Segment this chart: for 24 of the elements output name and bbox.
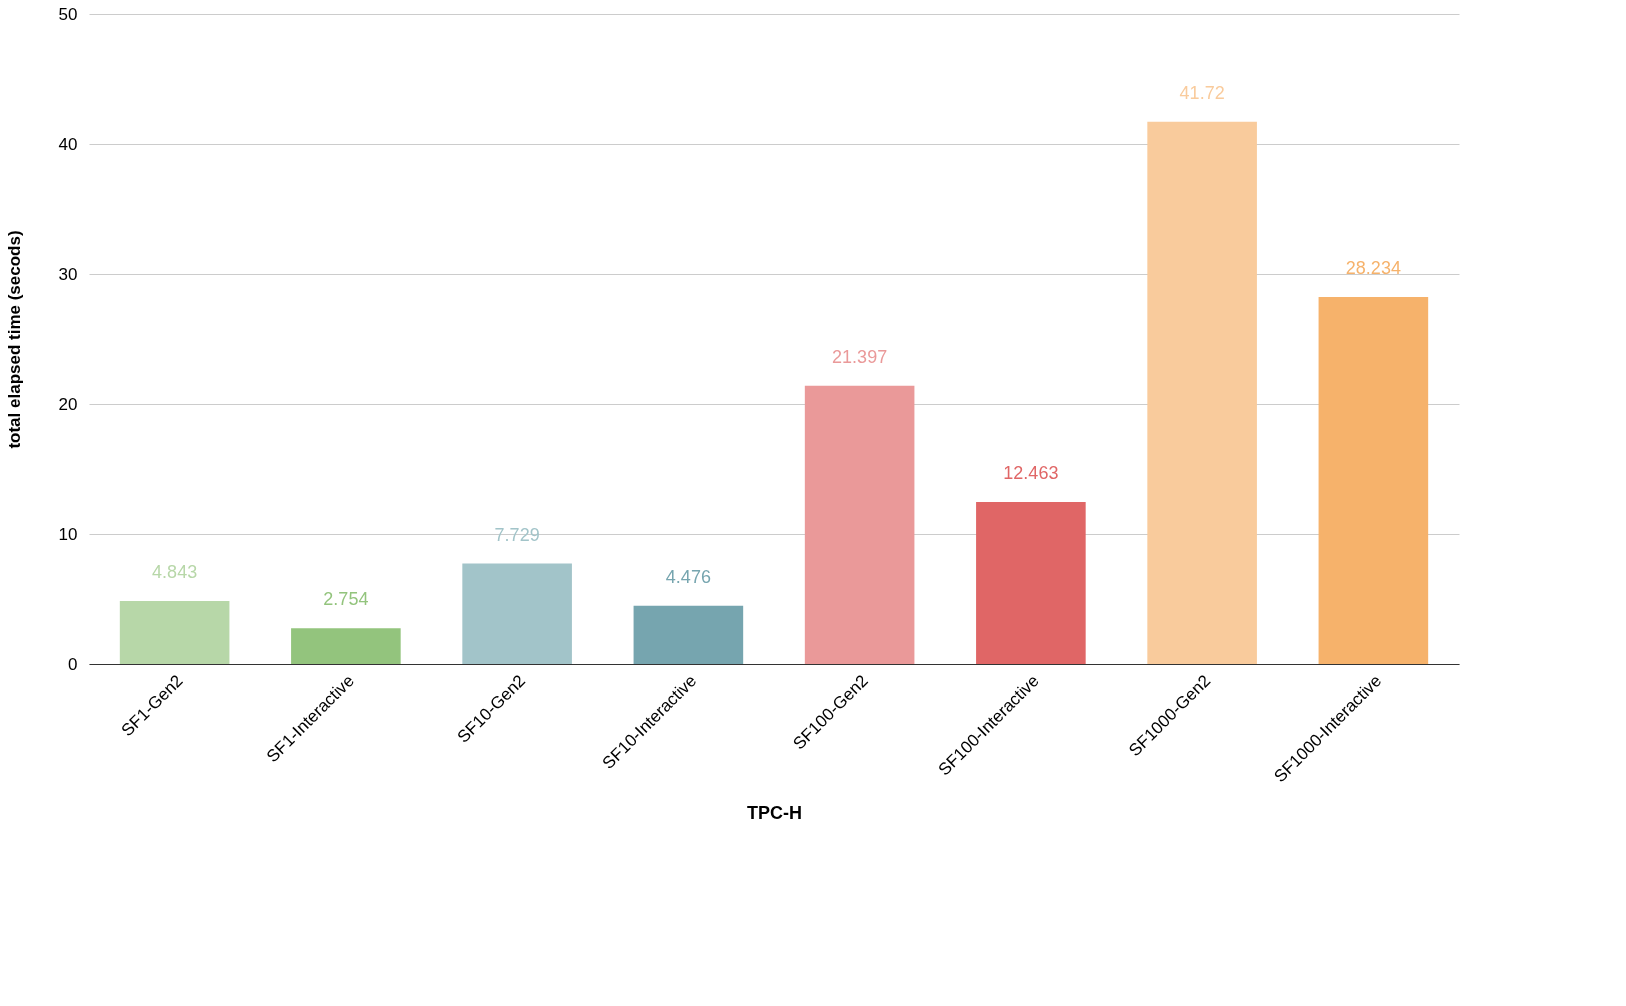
data-label: 28.234: [1345, 257, 1401, 278]
data-label: 4.843: [152, 562, 198, 583]
bar: [462, 563, 572, 664]
bar: [633, 605, 744, 664]
bar: [1147, 121, 1257, 664]
x-axis-title: TPC-H: [747, 803, 802, 824]
y-axis-title: total elapsed time (secods): [4, 230, 24, 449]
data-label: 12.463: [1003, 462, 1059, 483]
y-tick-label: 40: [58, 134, 78, 154]
y-tick-label: 20: [58, 394, 78, 414]
y-tick-label: 30: [58, 264, 78, 284]
data-label: 2.754: [323, 589, 369, 610]
data-label: 4.476: [665, 566, 711, 587]
bar: [119, 601, 230, 664]
bar: [1318, 296, 1429, 664]
bar: [976, 501, 1086, 664]
y-tick-label: 10: [58, 524, 78, 544]
data-label: 41.72: [1179, 82, 1225, 103]
bar: [291, 628, 401, 664]
bar: [804, 385, 915, 664]
data-label: 21.397: [832, 346, 888, 367]
y-tick-label: 0: [68, 654, 78, 674]
y-tick-label: 50: [58, 4, 78, 24]
data-label: 7.729: [494, 524, 540, 545]
